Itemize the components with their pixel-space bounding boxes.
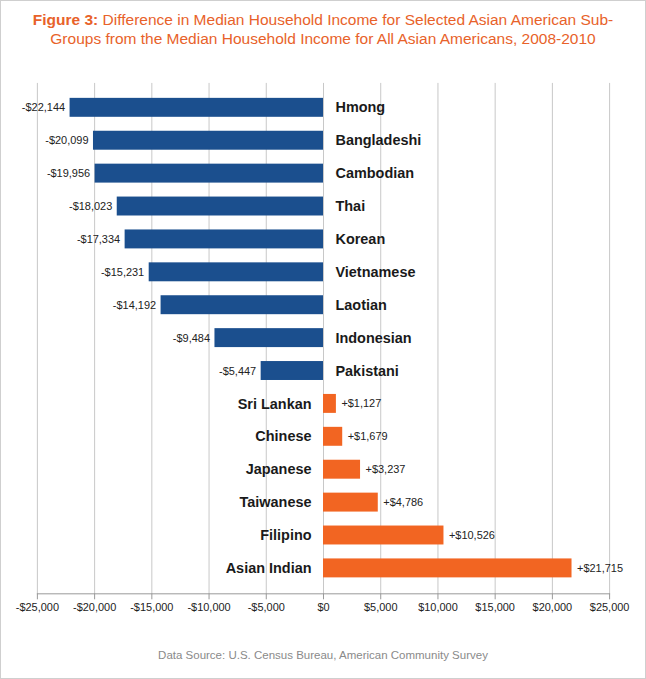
svg-text:-$25,000: -$25,000 xyxy=(16,601,59,613)
svg-text:Indonesian: Indonesian xyxy=(335,330,411,346)
svg-text:Asian Indian: Asian Indian xyxy=(226,560,312,576)
svg-text:$0: $0 xyxy=(317,601,329,613)
svg-text:+$1,127: +$1,127 xyxy=(341,397,381,409)
svg-text:$25,000: $25,000 xyxy=(590,601,630,613)
svg-text:Hmong: Hmong xyxy=(335,99,385,115)
svg-text:-$14,192: -$14,192 xyxy=(113,299,156,311)
svg-text:Korean: Korean xyxy=(335,231,385,247)
svg-text:-$5,000: -$5,000 xyxy=(248,601,285,613)
svg-text:-$19,956: -$19,956 xyxy=(47,167,90,179)
svg-text:Chinese: Chinese xyxy=(255,428,311,444)
svg-text:Japanese: Japanese xyxy=(246,461,312,477)
svg-text:-$18,023: -$18,023 xyxy=(69,200,112,212)
svg-text:Pakistani: Pakistani xyxy=(335,363,398,379)
svg-text:-$5,447: -$5,447 xyxy=(219,365,256,377)
svg-text:+$10,526: +$10,526 xyxy=(449,529,495,541)
svg-text:-$15,000: -$15,000 xyxy=(130,601,173,613)
svg-text:-$10,000: -$10,000 xyxy=(187,601,230,613)
svg-text:-$17,334: -$17,334 xyxy=(77,233,120,245)
svg-text:$20,000: $20,000 xyxy=(533,601,573,613)
svg-text:-$20,000: -$20,000 xyxy=(73,601,116,613)
svg-text:$10,000: $10,000 xyxy=(418,601,458,613)
svg-text:$5,000: $5,000 xyxy=(364,601,398,613)
html-text:Data Source: U.S. Census Burea: Data Source: U.S. Census Bureau, America… xyxy=(158,649,488,661)
svg-text:-$9,484: -$9,484 xyxy=(173,332,210,344)
svg-text:+$3,237: +$3,237 xyxy=(366,463,406,475)
html-text:Figure 3: Difference in Median: Figure 3: Difference in Median Household… xyxy=(32,11,614,47)
svg-text:+$1,679: +$1,679 xyxy=(348,430,388,442)
svg-text:-$22,144: -$22,144 xyxy=(22,101,65,113)
svg-text:+$21,715: +$21,715 xyxy=(577,562,623,574)
svg-text:-$20,099: -$20,099 xyxy=(45,134,88,146)
svg-text:-$15,231: -$15,231 xyxy=(101,266,144,278)
svg-text:Vietnamese: Vietnamese xyxy=(335,264,415,280)
svg-text:Taiwanese: Taiwanese xyxy=(240,494,312,510)
svg-text:Cambodian: Cambodian xyxy=(335,165,414,181)
svg-text:Laotian: Laotian xyxy=(335,297,386,313)
svg-text:$15,000: $15,000 xyxy=(475,601,515,613)
svg-text:+$4,786: +$4,786 xyxy=(383,496,423,508)
svg-text:Filipino: Filipino xyxy=(260,527,312,543)
svg-text:Bangladeshi: Bangladeshi xyxy=(335,132,421,148)
svg-text:Sri Lankan: Sri Lankan xyxy=(238,396,312,412)
svg-text:Thai: Thai xyxy=(335,198,365,214)
